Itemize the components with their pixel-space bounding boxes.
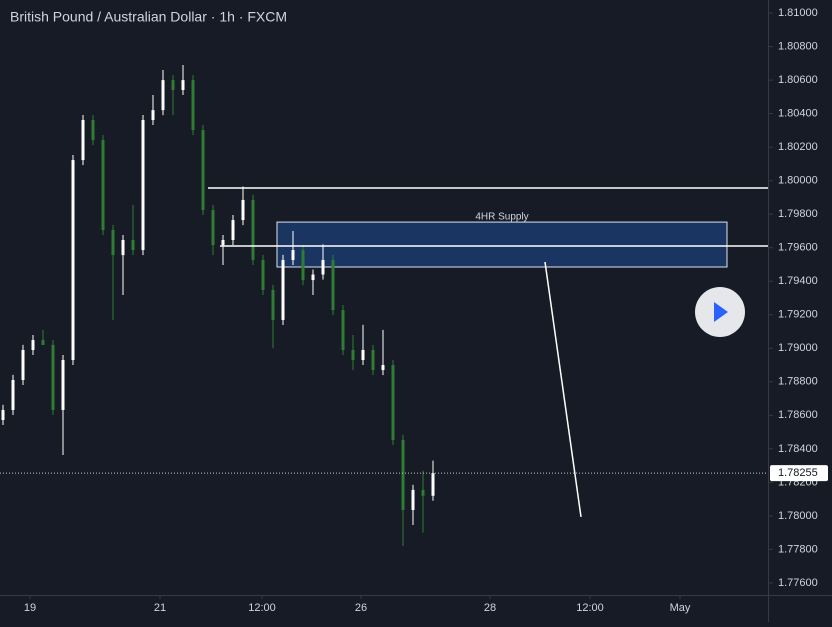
y-tick-label: 1.80000 [778, 175, 818, 187]
candle-body [291, 250, 295, 260]
y-tick-label: 1.78400 [778, 443, 818, 455]
candle-body [231, 220, 235, 241]
candle-body [151, 110, 155, 121]
y-tick-label: 1.77600 [778, 577, 818, 589]
candle-body [81, 120, 85, 161]
y-tick-label: 1.80200 [778, 141, 818, 153]
candle-body [71, 160, 75, 361]
play-icon[interactable] [714, 302, 728, 322]
candle-body [201, 130, 205, 211]
play-button[interactable] [695, 287, 745, 337]
candle-body [281, 259, 285, 320]
candle-body [111, 229, 115, 256]
candle-body [171, 80, 175, 91]
candle-body [391, 365, 395, 440]
zone-label: 4HR Supply [475, 212, 528, 223]
y-tick-label: 1.78600 [778, 409, 818, 421]
x-tick-label: 28 [484, 602, 496, 614]
candle-body [11, 379, 15, 410]
candle-body [21, 349, 25, 380]
candle-body [31, 340, 35, 350]
candle-body [301, 250, 305, 281]
candle-body [221, 240, 225, 246]
candle-body [411, 489, 415, 511]
x-tick-label: May [670, 602, 691, 614]
x-tick-label: 12:00 [248, 602, 276, 614]
last-price-box [770, 465, 828, 482]
candle-body [321, 259, 325, 275]
x-tick-label: 19 [24, 602, 36, 614]
y-tick-label: 1.79600 [778, 242, 818, 254]
candle-body [91, 120, 95, 141]
y-tick-label: 1.79200 [778, 309, 818, 321]
y-tick-label: 1.77800 [778, 543, 818, 555]
candle-body [241, 199, 245, 221]
candle-body [401, 439, 405, 511]
candle-body [421, 489, 425, 496]
y-tick-label: 1.78800 [778, 376, 818, 388]
x-tick-label: 21 [154, 602, 166, 614]
candle-body [191, 80, 195, 131]
candle-body [61, 360, 65, 410]
candle-body [261, 259, 265, 290]
y-tick-label: 1.79400 [778, 275, 818, 287]
y-tick-label: 1.80400 [778, 108, 818, 120]
candle-body [251, 199, 255, 260]
candle-body [1, 409, 5, 421]
candle-body [121, 240, 125, 256]
candle-body [381, 365, 385, 371]
last-price-label: 1.78255 [778, 467, 818, 479]
supply-zone [276, 221, 728, 268]
y-tick-label: 1.80600 [778, 74, 818, 86]
candle-body [351, 349, 355, 361]
candle-body [41, 340, 45, 345]
x-tick-label: 26 [355, 602, 367, 614]
y-tick-label: 1.80800 [778, 41, 818, 53]
candle-body [51, 344, 55, 410]
candle-body [371, 349, 375, 371]
candle-body [211, 210, 215, 246]
candle-body [141, 120, 145, 251]
candle-body [271, 289, 275, 320]
plot-area: 4HR Supply [0, 65, 768, 547]
chart-title: British Pound / Australian Dollar · 1h ·… [10, 9, 287, 25]
y-tick-label: 1.79800 [778, 208, 818, 220]
y-tick-label: 1.81000 [778, 7, 818, 19]
candle-body [431, 473, 435, 496]
candle-body [341, 310, 345, 350]
candle-body [181, 80, 185, 91]
y-tick-label: 1.78000 [778, 510, 818, 522]
y-tick-label: 1.79000 [778, 342, 818, 354]
candle-body [161, 80, 165, 111]
candle-body [311, 274, 315, 281]
projection-line [544, 261, 582, 518]
x-tick-label: 12:00 [576, 602, 604, 614]
candle-body [101, 140, 105, 230]
candle-body [131, 240, 135, 251]
candle-body [361, 349, 365, 361]
candle-body [331, 259, 335, 311]
